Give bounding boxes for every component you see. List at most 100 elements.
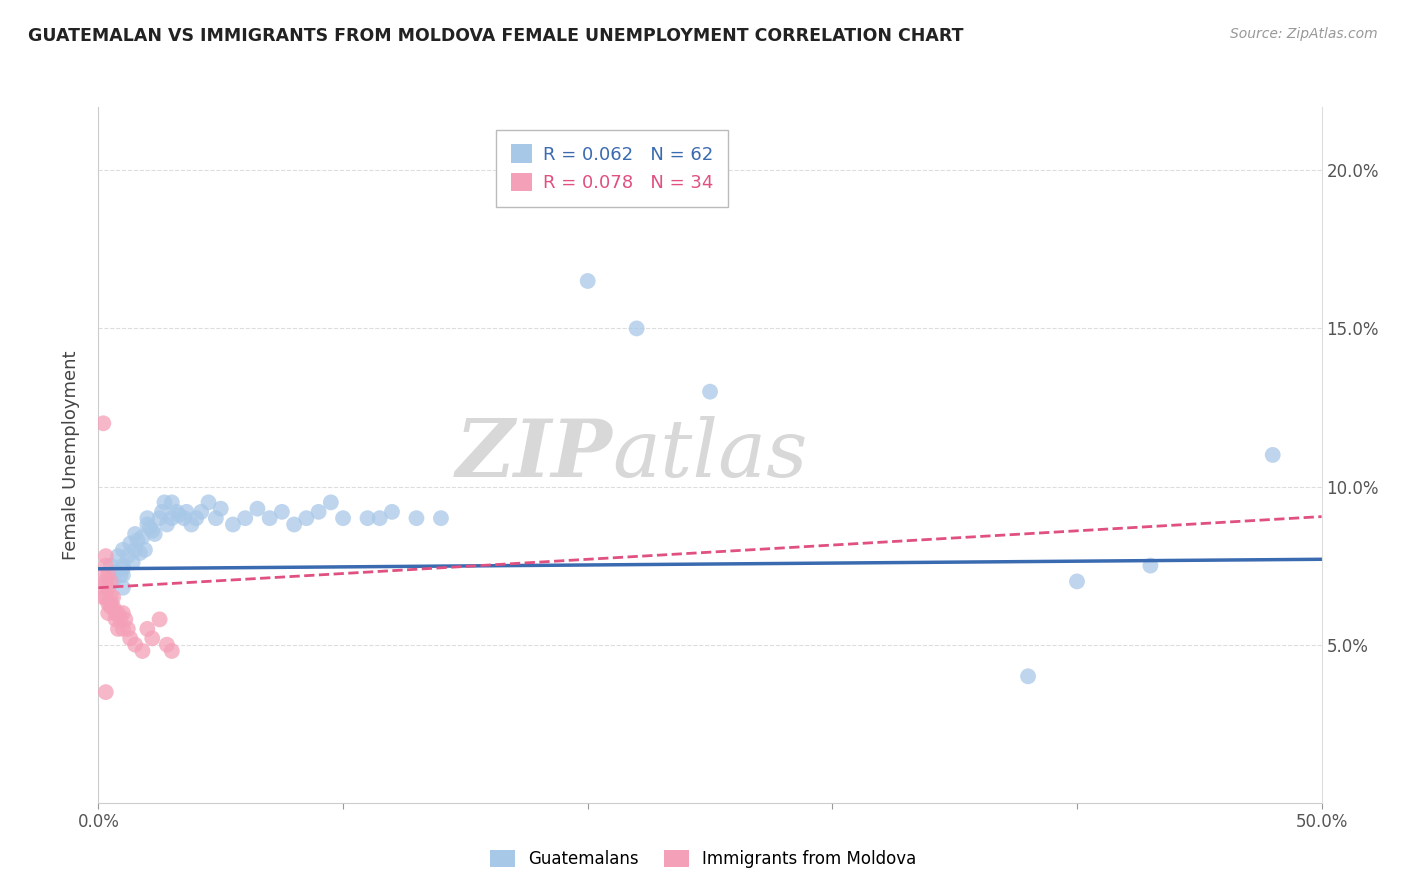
- Point: [124, 527, 146, 541]
- Point: [129, 546, 152, 560]
- Point: [100, 599, 122, 614]
- Point: [91, 417, 114, 431]
- Point: [111, 622, 134, 636]
- Point: [120, 536, 142, 550]
- Point: [149, 612, 172, 626]
- Point: [94, 574, 117, 589]
- Text: atlas: atlas: [612, 417, 807, 493]
- Point: [97, 568, 120, 582]
- Point: [308, 505, 330, 519]
- Point: [111, 562, 134, 576]
- Point: [134, 542, 156, 557]
- Point: [368, 511, 391, 525]
- Point: [1261, 448, 1284, 462]
- Point: [246, 501, 269, 516]
- Point: [160, 511, 183, 525]
- Point: [97, 581, 120, 595]
- Point: [117, 622, 139, 636]
- Point: [91, 568, 114, 582]
- Point: [94, 558, 117, 573]
- Point: [156, 517, 179, 532]
- Point: [295, 511, 318, 525]
- Point: [114, 612, 136, 626]
- Point: [1017, 669, 1039, 683]
- Point: [150, 505, 173, 519]
- Point: [100, 574, 122, 589]
- Point: [197, 495, 219, 509]
- Point: [110, 612, 132, 626]
- Point: [405, 511, 427, 525]
- Point: [100, 597, 122, 611]
- Point: [1066, 574, 1088, 589]
- Point: [111, 542, 134, 557]
- Point: [111, 581, 134, 595]
- Point: [131, 530, 153, 544]
- Point: [160, 495, 183, 509]
- Point: [107, 606, 129, 620]
- Point: [120, 632, 142, 646]
- Point: [205, 511, 228, 525]
- Point: [91, 581, 114, 595]
- Point: [131, 644, 153, 658]
- Point: [101, 591, 124, 605]
- Point: [136, 511, 159, 525]
- Point: [104, 606, 127, 620]
- Point: [94, 591, 117, 605]
- Point: [222, 517, 245, 532]
- Point: [209, 501, 232, 516]
- Text: GUATEMALAN VS IMMIGRANTS FROM MOLDOVA FEMALE UNEMPLOYMENT CORRELATION CHART: GUATEMALAN VS IMMIGRANTS FROM MOLDOVA FE…: [28, 27, 963, 45]
- Legend: Guatemalans, Immigrants from Moldova: Guatemalans, Immigrants from Moldova: [484, 843, 922, 875]
- Point: [141, 524, 163, 538]
- Point: [101, 599, 124, 614]
- Point: [136, 517, 159, 532]
- Legend: R = 0.062   N = 62, R = 0.078   N = 34: R = 0.062 N = 62, R = 0.078 N = 34: [496, 130, 728, 207]
- Point: [97, 606, 120, 620]
- Point: [576, 274, 599, 288]
- Point: [94, 685, 117, 699]
- Point: [233, 511, 256, 525]
- Point: [143, 527, 166, 541]
- Point: [127, 533, 149, 548]
- Point: [117, 549, 139, 563]
- Point: [167, 508, 190, 522]
- Point: [186, 511, 208, 525]
- Point: [699, 384, 721, 399]
- Point: [270, 505, 294, 519]
- Point: [107, 622, 129, 636]
- Point: [110, 568, 132, 582]
- Point: [121, 556, 143, 570]
- Point: [153, 495, 176, 509]
- Point: [160, 644, 183, 658]
- Point: [136, 622, 159, 636]
- Point: [141, 632, 163, 646]
- Text: Source: ZipAtlas.com: Source: ZipAtlas.com: [1230, 27, 1378, 41]
- Point: [356, 511, 378, 525]
- Point: [332, 511, 354, 525]
- Point: [124, 638, 146, 652]
- Point: [139, 521, 162, 535]
- Point: [100, 558, 122, 573]
- Point: [180, 517, 202, 532]
- Text: ZIP: ZIP: [456, 417, 612, 493]
- Point: [91, 591, 114, 605]
- Point: [319, 495, 342, 509]
- Point: [101, 574, 124, 589]
- Point: [111, 606, 134, 620]
- Point: [176, 505, 198, 519]
- Point: [107, 549, 129, 563]
- Point: [94, 549, 117, 563]
- Point: [283, 517, 305, 532]
- Y-axis label: Female Unemployment: Female Unemployment: [62, 351, 80, 559]
- Point: [259, 511, 281, 525]
- Point: [1139, 558, 1161, 573]
- Point: [166, 505, 188, 519]
- Point: [111, 558, 134, 573]
- Point: [111, 568, 134, 582]
- Point: [626, 321, 648, 335]
- Point: [124, 542, 146, 557]
- Point: [97, 597, 120, 611]
- Point: [104, 565, 127, 579]
- Point: [149, 511, 172, 525]
- Point: [190, 505, 212, 519]
- Point: [156, 638, 179, 652]
